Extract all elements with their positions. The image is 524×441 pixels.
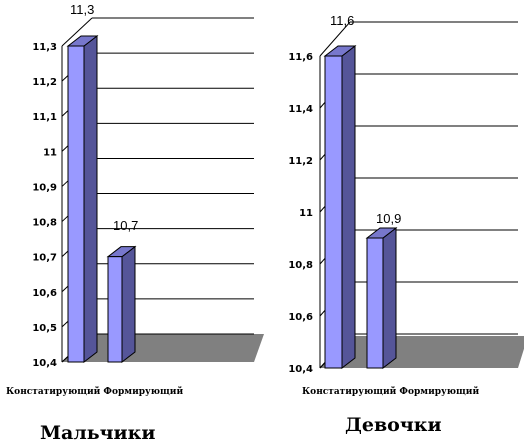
gridline-depth: [61, 17, 93, 47]
y-tick-label: 10,8: [32, 218, 57, 229]
data-label: 10,7: [113, 218, 138, 233]
y-tick-label: 11,3: [32, 42, 57, 53]
y-tick-label: 10,6: [32, 288, 57, 299]
gridline-depth: [319, 21, 351, 57]
y-tick-label: 11,2: [288, 156, 313, 167]
y-tick-label: 10,4: [288, 364, 313, 375]
y-tick-label: 11,1: [32, 112, 57, 123]
bar-side: [341, 44, 356, 370]
chart-girls: Констатирующий Формирующий Девочки 10,4 1…: [288, 13, 524, 436]
y-tick-label: 10,7: [32, 253, 57, 264]
y-tick-label: 10,5: [32, 323, 57, 334]
y-tick-label: 11: [299, 208, 313, 219]
y-tick-label: 11: [43, 147, 57, 158]
y-tick-label: 10,4: [32, 358, 57, 369]
bar: [366, 237, 384, 369]
y-tick-label: 11,2: [32, 77, 57, 88]
category-labels-boys: Констатирующий Формирующий: [6, 386, 183, 397]
data-label: 11,3: [70, 2, 94, 17]
bar-side: [121, 245, 136, 364]
chart-title-boys: Мальчики: [40, 422, 155, 441]
chart-boys: Констатирующий Формирующий Мальчики 10,4…: [6, 2, 264, 441]
bar: [67, 45, 85, 363]
bar-side: [83, 34, 98, 364]
y-tick-label: 10,9: [32, 182, 57, 193]
bar-side: [382, 226, 397, 370]
data-label: 10,9: [376, 211, 401, 226]
bar: [107, 256, 123, 363]
bar: [324, 55, 343, 369]
data-label: 11,6: [330, 13, 354, 28]
y-tick-label: 11,4: [288, 104, 313, 115]
y-tick-label: 10,8: [288, 260, 313, 271]
chart-title-girls: Девочки: [345, 414, 442, 436]
y-tick-label: 11,6: [288, 52, 313, 63]
y-tick-label: 10,6: [288, 312, 313, 323]
category-labels-girls: Констатирующий Формирующий: [302, 386, 479, 397]
